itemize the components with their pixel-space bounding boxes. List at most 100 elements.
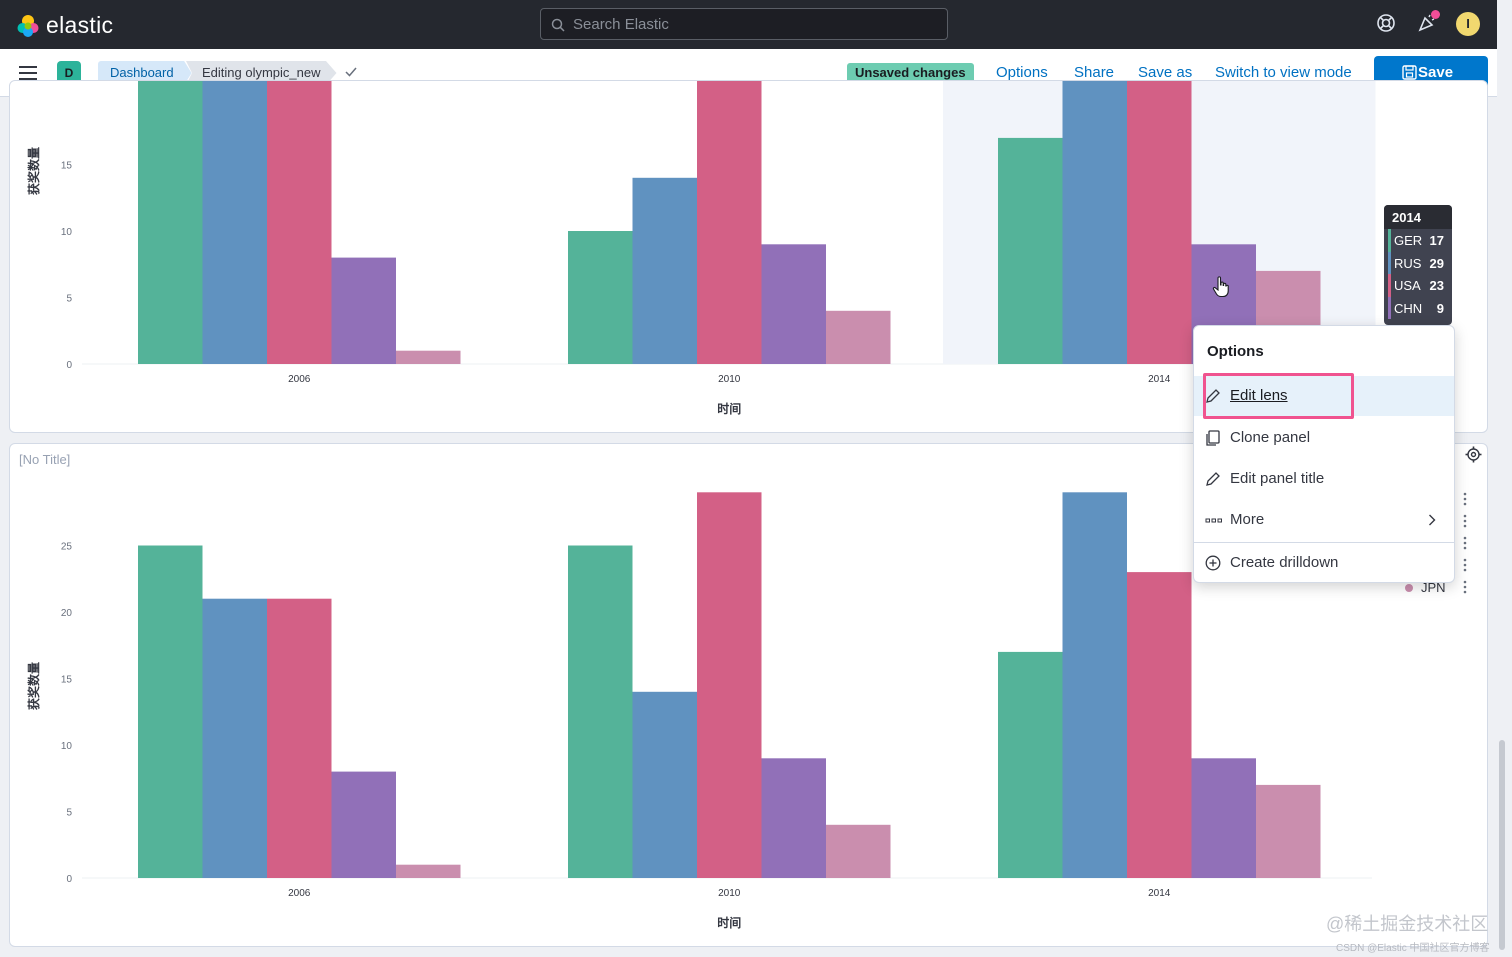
tooltip-swatch bbox=[1388, 251, 1391, 274]
bar bbox=[396, 350, 461, 364]
bar bbox=[138, 545, 203, 878]
tooltip-label: CHN bbox=[1394, 300, 1423, 316]
news-feed-icon[interactable] bbox=[1417, 13, 1437, 33]
tooltip-row: USA 23 bbox=[1384, 274, 1452, 297]
menu-item-clone-panel[interactable]: Clone panel bbox=[1194, 418, 1454, 458]
top-header: elastic Search Elastic I bbox=[0, 0, 1497, 49]
notification-dot bbox=[1431, 10, 1440, 19]
tooltip-value: 23 bbox=[1429, 278, 1444, 293]
y-tick-label: 15 bbox=[61, 161, 73, 172]
menu-item-label: Edit lens bbox=[1230, 387, 1288, 404]
highlight-annotation bbox=[1203, 373, 1354, 419]
tooltip-row: RUS 29 bbox=[1384, 251, 1452, 274]
y-tick-label: 10 bbox=[61, 227, 73, 238]
y-tick-label: 0 bbox=[66, 874, 72, 885]
bar-chart-top: 0 5 10 15 获奖数量 2006 2010 2014 时间 bbox=[26, 81, 1376, 416]
legend-action-icon[interactable] bbox=[1462, 580, 1468, 599]
bar bbox=[1062, 81, 1127, 365]
menu-icon[interactable] bbox=[19, 66, 37, 80]
save-as-button[interactable]: Save as bbox=[1138, 64, 1193, 81]
bar-chart-bottom: 0 5 10 15 20 25 获奖数量 2006 2010 2014 时间 bbox=[26, 492, 1372, 930]
tooltip-swatch bbox=[1388, 274, 1391, 297]
bar bbox=[761, 758, 826, 878]
bar bbox=[568, 545, 633, 878]
y-tick-label: 5 bbox=[66, 808, 72, 819]
panel-title: [No Title] bbox=[19, 452, 71, 467]
bar bbox=[331, 257, 396, 364]
switch-to-view-mode-button[interactable]: Switch to view mode bbox=[1215, 64, 1352, 81]
plus-circle-icon bbox=[1205, 555, 1221, 571]
bar bbox=[1062, 492, 1127, 878]
tooltip-title: 2014 bbox=[1384, 205, 1452, 229]
bar bbox=[998, 137, 1063, 364]
share-button[interactable]: Share bbox=[1074, 64, 1115, 81]
x-tick-label: 2010 bbox=[718, 374, 741, 385]
legend-swatch bbox=[1405, 583, 1413, 592]
brand-name: elastic bbox=[46, 12, 114, 38]
menu-item-edit-lens[interactable]: Edit lens bbox=[1194, 376, 1454, 416]
menu-divider bbox=[1194, 542, 1454, 543]
page-scrollbar[interactable] bbox=[1499, 740, 1505, 950]
x-tick-label: 2006 bbox=[288, 888, 311, 899]
x-tick-label: 2006 bbox=[288, 374, 311, 385]
bar bbox=[697, 81, 762, 364]
save-icon bbox=[1402, 65, 1417, 80]
menu-item-label: Edit panel title bbox=[1230, 470, 1325, 487]
watermark-subtext: CSDN @Elastic 中国社区官方博客 bbox=[1336, 943, 1490, 954]
menu-item-create-drilldown[interactable]: Create drilldown bbox=[1194, 543, 1454, 583]
chevron-right-icon bbox=[1429, 514, 1436, 526]
tooltip-value: 29 bbox=[1429, 255, 1444, 271]
elastic-logo[interactable]: elastic bbox=[16, 12, 113, 39]
tooltip-swatch bbox=[1388, 229, 1391, 252]
watermark-text: @稀土掘金技术社区 bbox=[1326, 914, 1489, 934]
menu-item-edit-panel-title[interactable]: Edit panel title bbox=[1194, 459, 1454, 499]
bar bbox=[396, 864, 461, 878]
tooltip-label: USA bbox=[1394, 278, 1421, 293]
bar bbox=[267, 598, 332, 878]
menu-item-label: Clone panel bbox=[1230, 429, 1311, 446]
legend-item-jpn[interactable]: JPN bbox=[1405, 580, 1446, 595]
bar bbox=[202, 81, 267, 365]
menu-item-label: More bbox=[1230, 511, 1265, 528]
menu-item-more[interactable]: More bbox=[1194, 500, 1454, 540]
legend-action-icon[interactable] bbox=[1462, 514, 1468, 533]
search-icon bbox=[551, 18, 565, 32]
check-icon bbox=[345, 67, 357, 77]
y-tick-label: 25 bbox=[61, 542, 73, 553]
search-placeholder: Search Elastic bbox=[573, 16, 669, 33]
x-axis-title: 时间 bbox=[717, 401, 741, 416]
bar bbox=[826, 824, 891, 878]
legend-action-icon[interactable] bbox=[1462, 558, 1468, 577]
user-avatar[interactable]: I bbox=[1456, 12, 1480, 36]
save-label: Save bbox=[1418, 64, 1454, 81]
x-tick-label: 2014 bbox=[1148, 374, 1171, 385]
boxes-horizontal-icon bbox=[1205, 518, 1222, 523]
pencil-icon bbox=[1206, 472, 1220, 486]
tooltip-label: GER bbox=[1394, 233, 1423, 248]
tooltip-row: GER 17 bbox=[1384, 229, 1452, 252]
bar bbox=[1256, 784, 1321, 878]
bar bbox=[1127, 572, 1192, 878]
bar bbox=[697, 492, 762, 878]
search-input[interactable]: Search Elastic bbox=[540, 8, 948, 40]
x-tick-label: 2010 bbox=[718, 888, 741, 899]
legend-action-icon[interactable] bbox=[1462, 536, 1468, 555]
x-tick-label: 2014 bbox=[1148, 888, 1171, 899]
gear-icon[interactable] bbox=[1465, 446, 1482, 463]
chart-tooltip: 2014 GER 17 RUS 29 USA 23 CHN 9 bbox=[1384, 205, 1452, 325]
tooltip-label: RUS bbox=[1394, 255, 1422, 271]
menu-title: Options bbox=[1207, 343, 1264, 360]
options-button[interactable]: Options bbox=[996, 64, 1048, 81]
hand-cursor-icon bbox=[1212, 276, 1229, 298]
y-tick-label: 5 bbox=[66, 294, 72, 305]
bar bbox=[568, 231, 633, 364]
x-axis-title: 时间 bbox=[717, 915, 741, 930]
tooltip-value: 17 bbox=[1429, 233, 1444, 248]
menu-item-label: Create drilldown bbox=[1230, 554, 1339, 571]
help-icon[interactable] bbox=[1376, 13, 1396, 33]
legend-action-icon[interactable] bbox=[1462, 492, 1468, 511]
bar bbox=[998, 651, 1063, 878]
legend-label: JPN bbox=[1421, 580, 1446, 595]
bar bbox=[826, 310, 891, 364]
panel-options-menu: Options Edit lens Clone panel Edit panel… bbox=[1193, 325, 1455, 583]
